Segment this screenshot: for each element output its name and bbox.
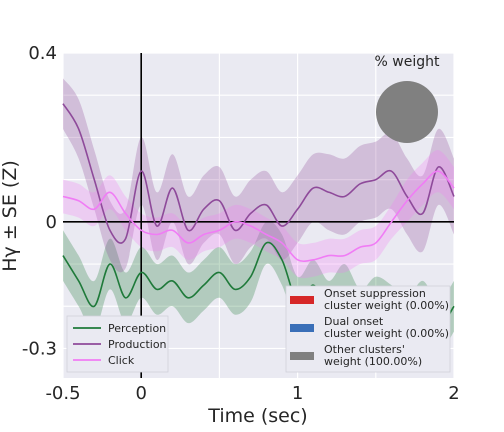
y-tick-label: 0 <box>46 212 57 233</box>
weight-legend-label: Other clusters' <box>324 343 405 356</box>
series-legend: Perception Production Click <box>66 315 169 373</box>
line-click <box>62 170 455 263</box>
legend-label: Production <box>108 338 167 351</box>
legend-label: Perception <box>108 322 166 335</box>
x-tick-label: -0.5 <box>45 383 80 404</box>
legend-label: Click <box>108 354 135 367</box>
band-production <box>63 78 454 273</box>
inset-title: % weight <box>375 54 440 70</box>
weight-legend-label: cluster weight (0.00%) <box>324 299 449 312</box>
y-tick-label: 0.4 <box>28 43 57 64</box>
x-tick-label: 1 <box>292 383 303 404</box>
y-tick-labels: 0.4 0 -0.3 <box>22 43 57 359</box>
weight-legend-label: cluster weight (0.00%) <box>324 327 449 340</box>
x-tick-label: 0 <box>135 383 146 404</box>
y-tick-label: -0.3 <box>22 338 57 359</box>
weight-inset: % weight <box>375 54 440 143</box>
weight-legend-swatch <box>290 324 314 332</box>
x-tick-label: 2 <box>448 383 459 404</box>
weight-legend-label: weight (100.00%) <box>324 355 422 368</box>
band-click <box>63 150 454 279</box>
weight-legend-label: Dual onset <box>324 315 384 328</box>
weight-legend-label: Onset suppression <box>324 287 426 300</box>
x-axis-title: Time (sec) <box>207 405 307 427</box>
line-production <box>62 103 455 244</box>
weight-pie <box>376 81 438 143</box>
weight-legend-swatch <box>290 352 314 360</box>
weight-legend-swatch <box>290 296 314 304</box>
y-axis-title: Hγ ± SE (Z) <box>0 160 21 271</box>
x-tick-labels: -0.5 0 1 2 <box>45 383 459 404</box>
